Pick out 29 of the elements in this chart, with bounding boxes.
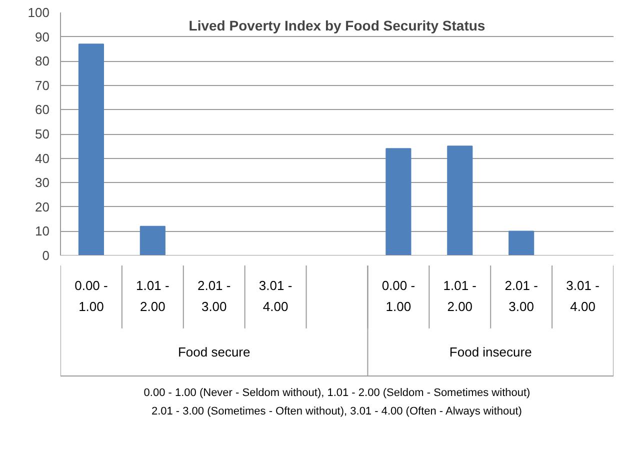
y-tick-label: 70 <box>35 78 50 93</box>
y-tick-label: 20 <box>35 199 50 214</box>
y-tick-label: 0 <box>42 248 50 263</box>
bar <box>78 44 104 256</box>
x-tick-label: 2.01 - 3.00 <box>504 278 538 314</box>
chart-title: Lived Poverty Index by Food Security Status <box>188 18 486 34</box>
text: Food insecure <box>449 344 532 360</box>
x-tick-label: 2.01 - 3.00 <box>197 278 231 314</box>
y-tick-label: 10 <box>35 224 50 239</box>
x-tick-label: 3.01 - 4.00 <box>258 278 292 314</box>
y-tick-label: 50 <box>35 126 50 142</box>
y-tick-label: 90 <box>35 29 50 44</box>
x-tick-label: 1.01 - 2.00 <box>136 278 170 314</box>
x-tick-label: 1.01 - 2.00 <box>443 278 477 314</box>
text: Food secure <box>178 344 250 360</box>
y-tick-label: 30 <box>35 175 50 190</box>
x-tick-label: 0.00 - 1.00 <box>382 278 416 314</box>
text: 0.00 - 1.00 (Never - Seldom without), 1.01 - 2.00 (Seldom - Sometimes without) <box>144 387 530 399</box>
y-tick-label: 60 <box>35 102 50 118</box>
y-tick-label: 100 <box>28 5 50 20</box>
x-tick-label: 3.01 - 4.00 <box>566 278 600 314</box>
x-tick-label: 0.00 - 1.00 <box>74 278 108 314</box>
y-tick-label: 80 <box>35 54 50 69</box>
bar <box>386 148 412 256</box>
text: 2.01 - 3.00 (Sometimes - Often without), 3.01 - 4.00 (Often - Always without) <box>151 406 522 418</box>
y-tick-label: 40 <box>35 150 50 166</box>
bar <box>508 230 534 256</box>
bar <box>447 146 473 256</box>
bar <box>140 226 166 256</box>
